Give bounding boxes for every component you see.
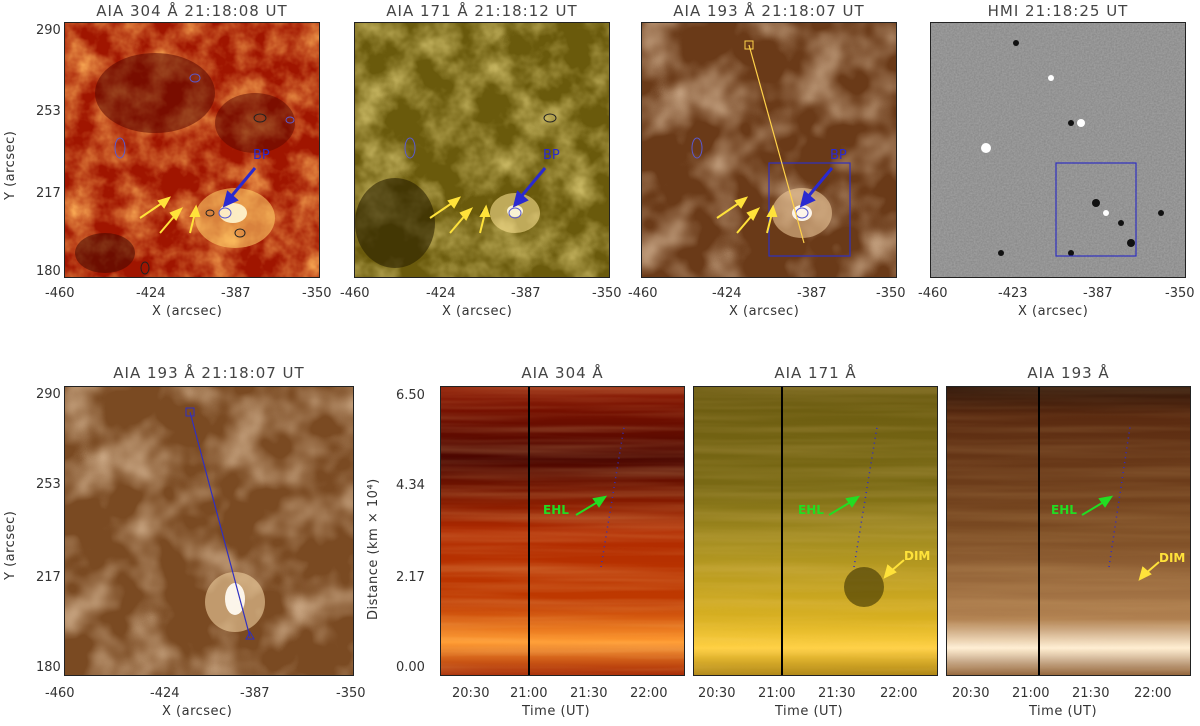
- arrows-304: [139, 167, 257, 234]
- td304-texture: [441, 387, 684, 675]
- bl-ytick-180: 180: [36, 660, 61, 675]
- panel-title-193: AIA 193 Å 21:18:07 UT: [673, 2, 865, 20]
- td2-xtick-3: 22:00: [880, 686, 918, 701]
- td2-xtick-0: 20:30: [698, 686, 736, 701]
- ehl-label-171: EHL: [798, 503, 824, 517]
- p4-xtick-2: -387: [1083, 286, 1113, 301]
- p3-x-label: X (arcsec): [729, 304, 800, 319]
- td1-xtick-0: 20:30: [452, 686, 490, 701]
- aia193-large-texture: [65, 387, 353, 675]
- slit-line-large: [189, 411, 251, 638]
- p1-xtick-2: -387: [221, 286, 251, 301]
- p4-xtick-3: -350: [1165, 286, 1195, 301]
- p1-xtick-3: -350: [302, 286, 332, 301]
- td171-texture: [694, 387, 937, 675]
- image-aia193-large: [64, 386, 354, 676]
- td-ytick-434: 4.34: [396, 478, 425, 493]
- hmi-texture: [931, 23, 1185, 277]
- bp-label-193: BP: [830, 148, 847, 163]
- top-y-label: Y (arcsec): [3, 130, 18, 200]
- image-aia171: BP: [354, 22, 610, 278]
- p4-x-label: X (arcsec): [1018, 304, 1089, 319]
- td3-xtick-3: 22:00: [1134, 686, 1172, 701]
- p1-xtick-1: -424: [136, 286, 166, 301]
- bl-xtick-3: -350: [336, 686, 366, 701]
- p3-xtick-2: -387: [797, 286, 827, 301]
- p1-xtick-0: -460: [45, 286, 75, 301]
- td2-xtick-1: 21:00: [758, 686, 796, 701]
- p4-xtick-1: -423: [998, 286, 1028, 301]
- td1-xtick-3: 22:00: [630, 686, 668, 701]
- p2-xtick-2: -387: [511, 286, 541, 301]
- top-ytick-217: 217: [36, 186, 61, 201]
- td-ytick-000: 0.00: [396, 660, 425, 675]
- ehl-arrow-304: [575, 495, 608, 516]
- image-aia304: BP: [64, 22, 320, 278]
- ehl-label-193: EHL: [1051, 503, 1077, 517]
- td3-x-label: Time (UT): [1029, 704, 1098, 719]
- td-title-193: AIA 193 Å: [1027, 364, 1110, 382]
- bl-xtick-1: -424: [150, 686, 180, 701]
- overlays-193: [716, 40, 851, 257]
- aia304-texture: [65, 23, 319, 277]
- td-aia171: EHL DIM: [693, 386, 938, 676]
- bl-ytick-253: 253: [36, 477, 61, 492]
- td-y-label: Distance (km × 10⁴): [366, 478, 381, 620]
- dim-label-171: DIM: [904, 549, 931, 563]
- top-ytick-253: 253: [36, 104, 61, 119]
- p1-x-label: X (arcsec): [152, 304, 223, 319]
- panel-title-304: AIA 304 Å 21:18:08 UT: [96, 2, 288, 20]
- slit-line-193: [748, 44, 805, 244]
- bl-ytick-290: 290: [36, 387, 61, 402]
- p3-xtick-0: -460: [628, 286, 658, 301]
- bp-label-304: BP: [253, 148, 270, 163]
- arrows-193-td: [1081, 495, 1160, 581]
- td1-x-label: Time (UT): [522, 704, 591, 719]
- td3-xtick-0: 20:30: [952, 686, 990, 701]
- zoom-box-193: [768, 162, 851, 257]
- p2-xtick-1: -424: [426, 286, 456, 301]
- td2-x-label: Time (UT): [775, 704, 844, 719]
- bl-x-label: X (arcsec): [162, 704, 233, 719]
- image-aia193: BP: [641, 22, 897, 278]
- td-title-171: AIA 171 Å: [774, 364, 857, 382]
- top-ytick-180: 180: [36, 264, 61, 279]
- td-title-304: AIA 304 Å: [521, 364, 604, 382]
- panel-title-hmi: HMI 21:18:25 UT: [987, 2, 1129, 20]
- p3-xtick-1: -424: [712, 286, 742, 301]
- panel-title-171: AIA 171 Å 21:18:12 UT: [386, 2, 578, 20]
- td-aia193: EHL DIM: [946, 386, 1191, 676]
- td193-texture: [947, 387, 1190, 675]
- td3-xtick-1: 21:00: [1012, 686, 1050, 701]
- dim-label-193: DIM: [1159, 551, 1186, 565]
- td-aia304: EHL: [440, 386, 685, 676]
- td2-xtick-2: 21:30: [818, 686, 856, 701]
- td1-xtick-1: 21:00: [510, 686, 548, 701]
- p2-xtick-3: -350: [592, 286, 622, 301]
- p2-x-label: X (arcsec): [442, 304, 513, 319]
- arrows-171-td: [828, 495, 905, 579]
- bl-title: AIA 193 Å 21:18:07 UT: [113, 364, 305, 382]
- top-ytick-290: 290: [36, 23, 61, 38]
- bl-xtick-2: -387: [240, 686, 270, 701]
- bl-y-label: Y (arcsec): [3, 510, 18, 580]
- bp-label-171: BP: [543, 148, 560, 163]
- image-hmi: [930, 22, 1186, 278]
- td-ytick-650: 6.50: [396, 388, 425, 403]
- td3-xtick-2: 21:30: [1072, 686, 1110, 701]
- bl-ytick-217: 217: [36, 570, 61, 585]
- zoom-box-hmi: [1055, 162, 1137, 257]
- bl-xtick-0: -460: [45, 686, 75, 701]
- p4-xtick-0: -460: [918, 286, 948, 301]
- td-ytick-217: 2.17: [396, 570, 425, 585]
- ehl-label-304: EHL: [543, 503, 569, 517]
- p3-xtick-3: -350: [876, 286, 906, 301]
- arrows-171: [429, 167, 547, 234]
- p2-xtick-0: -460: [340, 286, 370, 301]
- aia171-texture: [355, 23, 609, 277]
- td1-xtick-2: 21:30: [570, 686, 608, 701]
